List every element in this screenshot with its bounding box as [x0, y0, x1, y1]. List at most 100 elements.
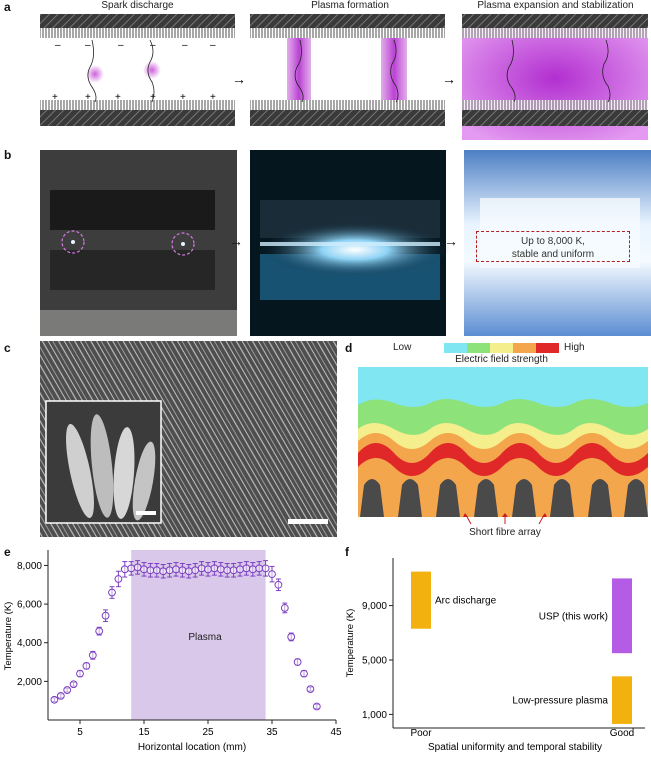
data-point [261, 564, 270, 573]
panel-e-label: e [4, 545, 11, 559]
e-ytick-label: 6,000 [17, 600, 42, 611]
field-strength-colorbar [444, 343, 559, 353]
data-point [152, 566, 161, 575]
f-xtick-poor: Poor [410, 728, 432, 739]
svg-text:–: – [118, 40, 124, 51]
data-point [178, 566, 187, 575]
legend-title: Electric field strength [455, 354, 548, 365]
data-point [255, 564, 264, 573]
plasma-region [131, 550, 266, 720]
svg-text:–: – [150, 40, 156, 51]
legend-low-label: Low [393, 342, 412, 353]
panel-a-label: a [4, 0, 11, 14]
data-point [63, 686, 72, 694]
e-xtick-label: 15 [138, 727, 150, 738]
fibre-arrows [463, 513, 547, 525]
panel-d-label: d [345, 341, 353, 355]
plasma-expansion-diagram [462, 14, 648, 140]
data-point [127, 564, 136, 573]
data-point [50, 695, 59, 704]
f-y-axis-label: Temperature (K) [345, 609, 356, 678]
spark-discharge-diagram: – – – – – – + + + + + + [40, 14, 235, 126]
data-point [146, 566, 155, 575]
bar-label: Low-pressure plasma [512, 696, 608, 707]
note-line-1: Up to 8,000 K, [521, 236, 585, 247]
svg-text:+: + [52, 92, 58, 103]
panel-c-sem-image [40, 341, 337, 537]
e-xtick-label: 45 [330, 727, 342, 738]
arrow-right-icon: → [444, 233, 458, 249]
temperature-comparison-chart: 1,000 5,000 9,000 Arc discharge USP (this w… [345, 558, 645, 753]
data-point [293, 658, 302, 666]
data-point [306, 685, 315, 693]
field-simulation-diagram [358, 367, 648, 517]
data-point [133, 563, 142, 572]
data-point [69, 680, 78, 689]
svg-text:–: – [182, 40, 188, 51]
panel-a-title-3: Plasma expansion and stabilization [477, 0, 634, 11]
data-point [88, 651, 97, 660]
plasma-label: Plasma [188, 632, 222, 643]
e-xtick-label: 25 [202, 727, 214, 738]
data-point [120, 565, 129, 574]
e-xtick-label: 5 [77, 727, 83, 738]
e-y-axis-label: Temperature (K) [3, 602, 14, 671]
svg-text:+: + [210, 92, 216, 103]
data-point [268, 570, 276, 579]
scale-bar [288, 519, 328, 524]
plasma-formation-photo [250, 150, 450, 336]
arrow-right-icon: → [229, 233, 243, 249]
spark-discharge-photo [40, 150, 237, 336]
panel-a-title-1: Spark discharge [101, 0, 174, 11]
range-bar [612, 578, 632, 654]
range-bar [411, 571, 431, 629]
data-point [216, 565, 225, 574]
legend-high-label: High [564, 342, 585, 353]
temperature-note-box: Up to 8,000 K, stable and uniform [476, 231, 630, 262]
panel-b-label: b [4, 148, 12, 162]
data-point [210, 564, 219, 573]
data-point [300, 669, 308, 678]
data-point [95, 627, 104, 636]
svg-text:–: – [55, 40, 61, 51]
panel-c-label: c [4, 341, 11, 355]
e-ytick-label: 8,000 [17, 561, 42, 572]
e-ytick-label: 4,000 [17, 638, 42, 649]
panel-f-label: f [345, 545, 349, 559]
data-point [248, 565, 257, 574]
svg-text:+: + [85, 92, 91, 103]
range-bar [612, 676, 632, 724]
data-point [287, 633, 296, 641]
temperature-profile-chart: 2,000 4,000 6,000 8,000 5 15 25 35 45 Plasma Te… [3, 550, 342, 753]
svg-text:–: – [210, 40, 216, 51]
svg-text:–: – [85, 40, 91, 51]
fibre-caption: Short fibre array [469, 527, 541, 538]
arrow-right-icon: → [442, 71, 456, 87]
data-point [82, 662, 91, 670]
data-point [274, 580, 283, 589]
data-point [159, 567, 168, 576]
bar-label: Arc discharge [435, 596, 497, 607]
bar-label: USP (this work) [539, 611, 608, 622]
e-ytick-label: 2,000 [17, 677, 42, 688]
data-point [165, 566, 174, 575]
plasma-formation-diagram [250, 14, 445, 126]
panel-a-title-2: Plasma formation [311, 0, 389, 11]
data-point [204, 565, 212, 574]
data-point [242, 564, 251, 573]
plasma-stabilization-photo [464, 150, 651, 336]
f-ytick-label: 1,000 [362, 710, 387, 721]
data-point [312, 702, 321, 711]
f-xtick-good: Good [610, 728, 634, 739]
data-point [197, 564, 206, 573]
panel-a-diagram: – – – – – – + + + + + + → → [40, 14, 648, 140]
data-point [56, 691, 65, 700]
data-point [223, 566, 232, 575]
e-xtick-label: 35 [266, 727, 278, 738]
data-point [191, 566, 200, 575]
data-point [140, 565, 148, 574]
data-point [229, 566, 238, 575]
data-point [76, 669, 84, 678]
note-line-2: stable and uniform [511, 249, 595, 260]
e-x-axis-label: Horizontal location (mm) [138, 742, 246, 753]
